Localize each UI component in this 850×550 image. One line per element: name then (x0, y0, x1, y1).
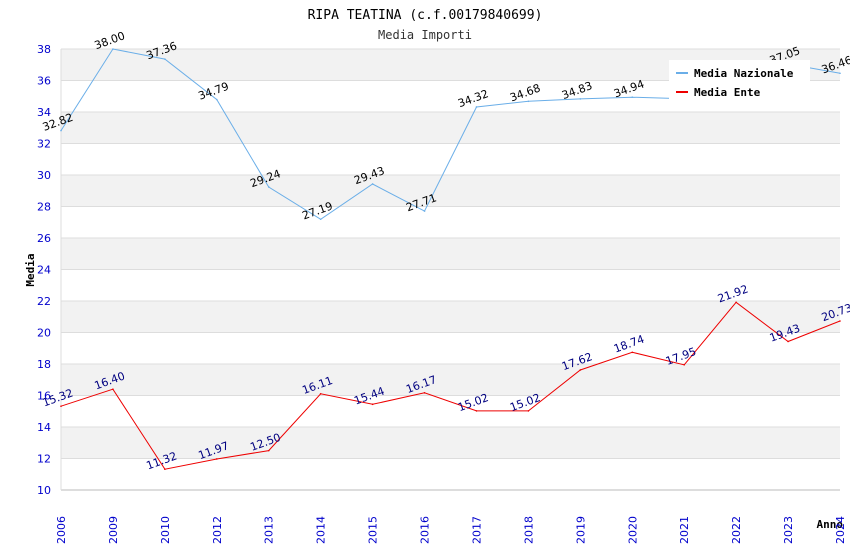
data-point (371, 403, 374, 406)
x-tick-label: 2009 (107, 516, 120, 544)
y-tick-label: 30 (37, 169, 51, 182)
data-point (631, 351, 634, 354)
x-tick-label: 2022 (730, 516, 743, 544)
x-tick-label: 2013 (263, 516, 276, 544)
y-axis-ticks: 10 12 14 16 18 20 22 24 26 28 30 32 34 36 38 (37, 43, 51, 497)
data-label: 34.79 (197, 80, 231, 103)
data-point (683, 363, 685, 366)
data-point (164, 58, 166, 60)
y-tick-label: 22 (37, 295, 51, 308)
data-point (579, 98, 582, 100)
data-point (371, 183, 374, 185)
data-point (267, 186, 270, 188)
y-tick-label: 14 (37, 421, 51, 434)
x-tick-label: 2012 (211, 516, 224, 544)
y-tick-label: 26 (37, 232, 51, 245)
y-tick-label: 16 (37, 390, 51, 403)
data-point (60, 129, 62, 132)
data-point (112, 48, 114, 50)
data-point (216, 98, 218, 101)
data-point (423, 392, 426, 394)
y-tick-label: 18 (37, 358, 51, 371)
series-line (60, 301, 841, 470)
y-tick-label: 38 (37, 43, 51, 56)
y-axis-label: Media (24, 253, 37, 286)
data-point (112, 388, 114, 391)
data-point (475, 106, 478, 108)
band (61, 112, 840, 144)
data-point (527, 410, 530, 412)
data-label: 18.74 (612, 333, 646, 356)
data-label: 34.32 (456, 87, 490, 110)
x-tick-label: 2015 (367, 516, 380, 544)
chart-subtitle: Media Importi (378, 28, 472, 42)
y-tick-label: 24 (37, 264, 51, 277)
x-tick-label: 2020 (626, 516, 639, 544)
data-point (787, 340, 789, 343)
legend: Media Nazionale Media Ente (669, 60, 810, 100)
x-tick-label: 2016 (419, 516, 432, 544)
data-point (267, 449, 270, 452)
x-axis-label: Anno (817, 518, 844, 531)
band (61, 364, 840, 396)
chart-title: RIPA TEATINA (c.f.00179840699) (308, 8, 543, 23)
x-tick-label: 2023 (782, 516, 795, 544)
data-point (527, 100, 530, 103)
x-tick-label: 2014 (315, 516, 328, 544)
x-tick-label: 2006 (55, 516, 68, 544)
legend-label: Media Ente (694, 86, 761, 99)
data-point (579, 369, 582, 371)
band (61, 238, 840, 270)
y-tick-label: 36 (37, 75, 51, 88)
background-bands (61, 49, 840, 459)
data-point (631, 96, 634, 98)
data-point (475, 410, 478, 412)
band (61, 175, 840, 207)
y-tick-label: 32 (37, 138, 51, 151)
band (61, 301, 840, 333)
x-tick-label: 2017 (470, 516, 483, 544)
data-point (319, 392, 322, 395)
data-point (735, 301, 737, 304)
x-tick-label: 2018 (522, 516, 535, 544)
data-point (839, 320, 841, 322)
x-tick-label: 2024 (834, 516, 847, 544)
legend-box (669, 60, 810, 100)
data-point (319, 218, 322, 221)
legend-label: Media Nazionale (694, 67, 794, 80)
data-point (216, 458, 218, 460)
gridlines (60, 48, 840, 491)
x-tick-label: 2019 (574, 516, 587, 544)
y-tick-label: 20 (37, 327, 51, 340)
data-point (423, 210, 426, 212)
data-point (839, 72, 841, 75)
y-tick-label: 34 (37, 106, 51, 119)
y-tick-label: 10 (37, 484, 51, 497)
data-point (60, 405, 62, 408)
y-tick-label: 28 (37, 201, 51, 214)
x-tick-label: 2021 (678, 516, 691, 544)
x-axis-ticks: 2006 2009 2010 2012 2013 2014 2015 2016 2017 2018… (55, 516, 847, 544)
data-point (164, 468, 166, 471)
x-tick-label: 2010 (159, 516, 172, 544)
band (61, 427, 840, 459)
y-tick-label: 12 (37, 453, 51, 466)
